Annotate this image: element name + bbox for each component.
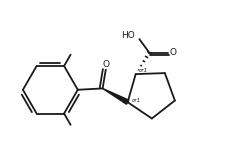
Text: or1: or1	[139, 68, 148, 73]
Polygon shape	[103, 88, 129, 104]
Text: or1: or1	[132, 98, 141, 103]
Text: HO: HO	[121, 32, 135, 40]
Text: O: O	[103, 60, 110, 69]
Text: O: O	[169, 48, 176, 57]
